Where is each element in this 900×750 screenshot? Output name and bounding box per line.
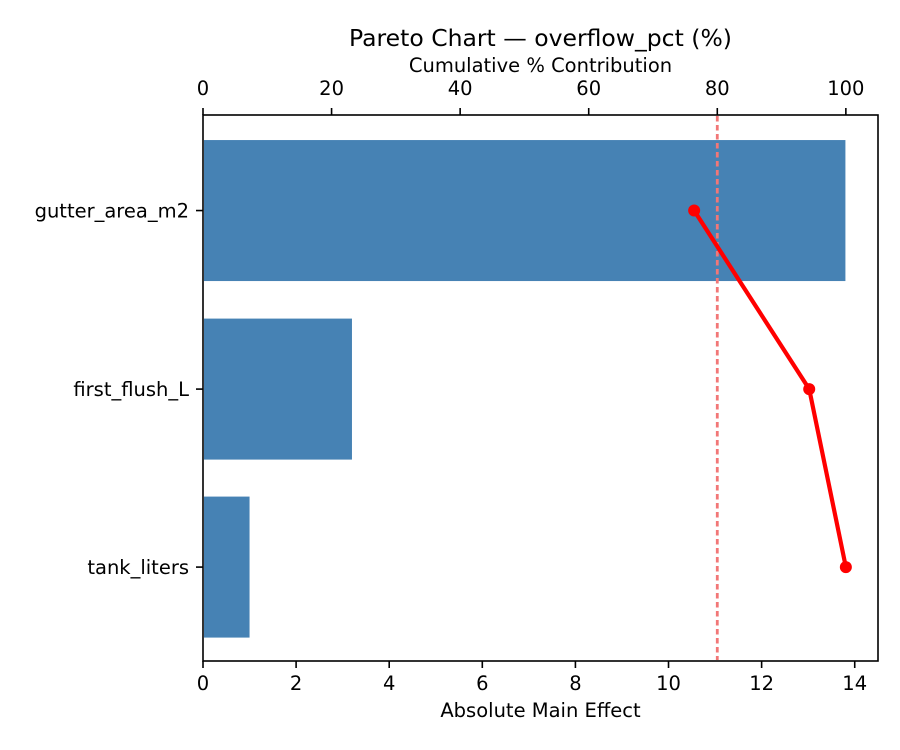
top-axis-label: Cumulative % Contribution xyxy=(408,54,673,77)
bar-first_flush_L xyxy=(204,318,352,460)
bottom-axis-label: Absolute Main Effect xyxy=(440,699,641,722)
bottom-tick-label: 12 xyxy=(749,672,774,695)
bottom-tick-label: 6 xyxy=(476,672,488,695)
top-tick-label: 40 xyxy=(448,77,473,100)
bottom-tick-label: 4 xyxy=(383,672,395,695)
y-tick-label-first_flush_L: first_flush_L xyxy=(73,378,189,401)
cumulative-point-first_flush_L xyxy=(803,383,816,396)
top-tick-label: 20 xyxy=(319,77,344,100)
bottom-tick-label: 10 xyxy=(656,672,681,695)
bottom-tick-label: 2 xyxy=(290,672,302,695)
cumulative-point-gutter_area_m2 xyxy=(688,204,701,217)
bottom-tick-label: 0 xyxy=(197,672,209,695)
bottom-tick-label: 14 xyxy=(842,672,867,695)
top-tick-label: 80 xyxy=(705,77,730,100)
bottom-tick-label: 8 xyxy=(569,672,581,695)
top-tick-label: 60 xyxy=(576,77,601,100)
axes-spines xyxy=(202,114,879,662)
bar-tank_liters xyxy=(204,496,250,638)
cumulative-point-tank_liters xyxy=(839,561,852,574)
bar-gutter_area_m2 xyxy=(204,140,846,282)
y-tick-label-gutter_area_m2: gutter_area_m2 xyxy=(35,200,189,223)
top-tick-label: 100 xyxy=(827,77,864,100)
top-tick-label: 0 xyxy=(197,77,209,100)
chart-title: Pareto Chart — overflow_pct (%) xyxy=(349,24,732,52)
y-tick-label-tank_liters: tank_liters xyxy=(87,556,189,579)
